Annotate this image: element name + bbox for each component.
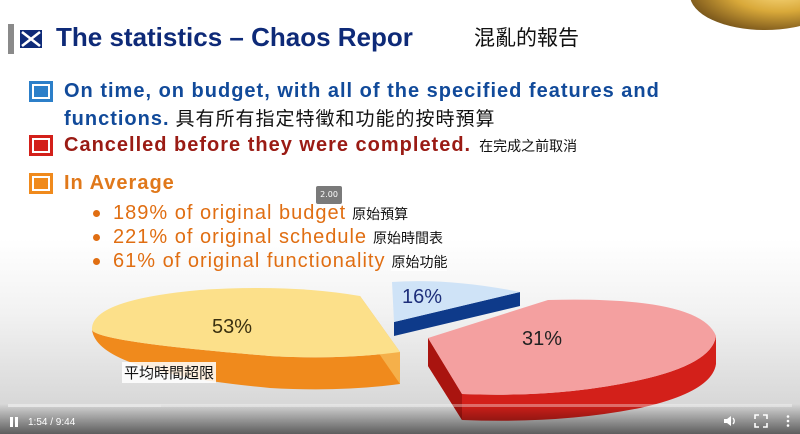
legend-on-time-line2: functions. 具有所有指定特徵和功能的按時預算	[64, 104, 496, 131]
bullet-functionality-translation: 原始功能	[391, 255, 448, 271]
pie-slice-16-side	[394, 292, 520, 336]
legend-swatch-red	[29, 135, 53, 156]
bullet-schedule: 221% of original schedule 原始時間表	[93, 226, 444, 249]
average-overrun-caption: 平均時間超限	[122, 362, 217, 383]
volume-icon[interactable]	[723, 414, 737, 428]
bullet-budget: 189% of original budget 原始預算	[93, 202, 409, 225]
legend-swatch-blue	[29, 81, 53, 102]
time-display: 1:54 / 9:44	[28, 417, 76, 428]
bullet-dot-icon	[93, 258, 100, 266]
bullet-functionality-text: 61% of original functionality	[113, 250, 386, 272]
pie-slice-16	[392, 281, 520, 322]
legend-cancelled-text: Cancelled before they were completed.	[64, 134, 472, 156]
legend-swatch-orange	[29, 173, 53, 194]
corner-decoration	[690, 0, 800, 30]
fullscreen-icon[interactable]	[754, 414, 768, 428]
legend-in-average-text: In Average	[64, 172, 175, 194]
slide-title: The statistics – Chaos Repor	[56, 22, 413, 52]
pie-slice-53	[91, 288, 400, 358]
pie-slice-31-side	[428, 336, 716, 421]
bullet-dot-icon	[93, 210, 100, 218]
pie-label-31: 31%	[522, 328, 563, 350]
legend-on-time-translation: 具有所有指定特徵和功能的按時預算	[175, 108, 496, 130]
legend-cancelled-translation: 在完成之前取消	[479, 139, 578, 155]
legend-cancelled-line: Cancelled before they were completed. 在完成…	[64, 134, 577, 157]
playback-speed-tooltip: 2.00	[316, 186, 342, 204]
pie-label-53: 53%	[212, 316, 253, 338]
pie-slice-31	[428, 299, 716, 395]
pause-icon[interactable]	[8, 415, 20, 429]
bullet-schedule-translation: 原始時間表	[373, 231, 444, 247]
player-controls	[0, 404, 800, 434]
bullet-schedule-text: 221% of original schedule	[113, 226, 368, 248]
blue-x-flag-icon	[20, 30, 42, 48]
more-vertical-icon[interactable]	[783, 414, 793, 428]
progress-bar[interactable]	[8, 404, 792, 407]
bullet-budget-translation: 原始預算	[352, 207, 409, 223]
title-accent-bar	[8, 24, 14, 54]
pie-slice-31-wedge-side	[428, 338, 462, 420]
pie-label-16: 16%	[402, 286, 443, 308]
progress-bar-played	[8, 404, 161, 407]
slide-title-translation: 混亂的報告	[472, 22, 581, 52]
bullet-budget-text: 189% of original budget	[113, 202, 347, 224]
legend-on-time-line1: On time, on budget, with all of the spec…	[64, 80, 660, 102]
bullet-functionality: 61% of original functionality 原始功能	[93, 250, 448, 273]
legend-on-time-line2-text: functions.	[64, 108, 170, 130]
pie-chart	[91, 281, 716, 421]
bullet-dot-icon	[93, 234, 100, 242]
pie-slice-53-side	[92, 330, 400, 390]
